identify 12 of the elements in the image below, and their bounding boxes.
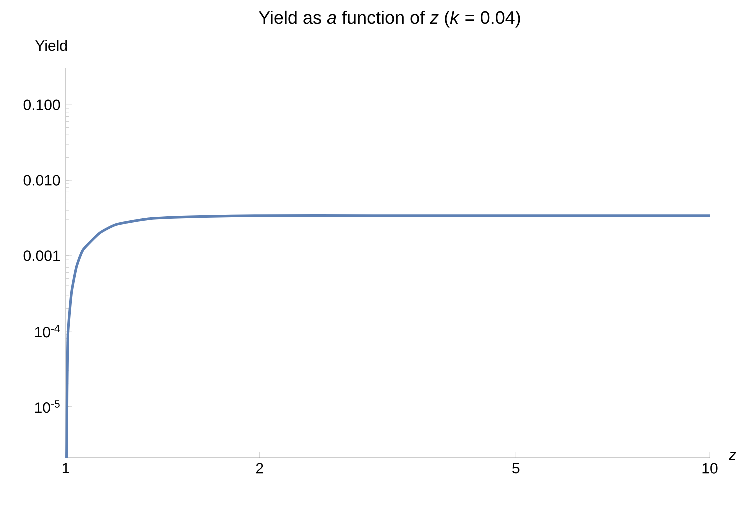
- y-tick-label: 0.010: [24, 175, 60, 186]
- x-tick-label: 2: [256, 463, 264, 474]
- y-tick-label: 10$^{-4}$: [35, 325, 60, 338]
- chart-title: Yield as a function of z (k = 0.04): [259, 10, 520, 28]
- x-tick-label: 1: [62, 463, 70, 474]
- y-tick-label: 0.001: [24, 250, 60, 262]
- y-tick-label: 0.100: [24, 100, 60, 110]
- x-tick-label: 5: [512, 463, 520, 474]
- y-axis-title: Yield: [36, 40, 68, 52]
- x-tick-label: 10: [702, 463, 718, 474]
- y-tick-label: 10$^{-5}$: [35, 400, 60, 414]
- x-axis-title: z: [729, 452, 737, 460]
